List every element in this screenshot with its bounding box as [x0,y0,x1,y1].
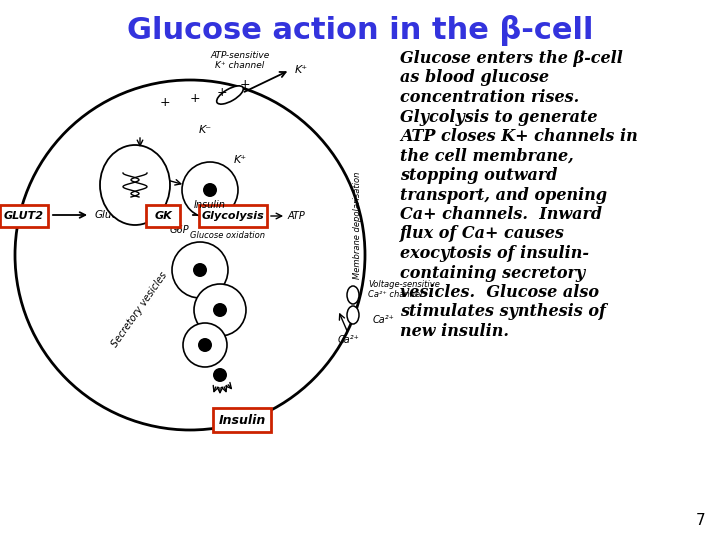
Ellipse shape [347,306,359,324]
Text: as blood glucose: as blood glucose [400,70,549,86]
Text: Ca²⁺: Ca²⁺ [337,335,359,345]
Text: Glucose: Glucose [0,210,1,220]
Text: Glycolysis: Glycolysis [202,211,264,221]
Text: +: + [217,85,228,98]
Text: Glucose oxidation: Glucose oxidation [191,231,266,240]
FancyBboxPatch shape [146,205,180,227]
Text: K⁺: K⁺ [233,155,246,165]
Text: exocytosis of insulin-: exocytosis of insulin- [400,245,589,262]
Circle shape [213,303,227,317]
Text: new insulin.: new insulin. [400,323,509,340]
Text: vesicles.  Glucose also: vesicles. Glucose also [400,284,599,301]
Text: Insulin: Insulin [218,414,266,427]
Text: Secretory vesicles: Secretory vesicles [110,271,170,349]
Text: GLUT2: GLUT2 [4,211,44,221]
Text: GK: GK [154,211,172,221]
Circle shape [198,338,212,352]
Text: +: + [160,96,171,109]
Circle shape [194,284,246,336]
Text: G6P: G6P [170,225,189,235]
Circle shape [183,323,227,367]
Circle shape [172,242,228,298]
Text: ATP: ATP [288,211,306,221]
Ellipse shape [100,145,170,225]
Text: Glycolysis to generate: Glycolysis to generate [400,109,598,125]
FancyBboxPatch shape [199,205,267,227]
Text: K⁻: K⁻ [199,125,212,135]
Text: concentration rises.: concentration rises. [400,89,580,106]
Text: Ca²⁺: Ca²⁺ [373,315,395,325]
Text: containing secretory: containing secretory [400,265,585,281]
Text: ATP closes K+ channels in: ATP closes K+ channels in [400,128,638,145]
Text: the cell membrane,: the cell membrane, [400,147,574,165]
Text: Membrane depolarisation: Membrane depolarisation [353,171,361,279]
Text: transport, and opening: transport, and opening [400,186,607,204]
Text: Glucose enters the β-cell: Glucose enters the β-cell [400,50,623,67]
Circle shape [193,263,207,277]
Text: Glucose action in the β-cell: Glucose action in the β-cell [127,15,593,46]
FancyBboxPatch shape [213,408,271,432]
Text: +: + [189,91,200,105]
Ellipse shape [217,86,243,104]
Circle shape [213,368,227,382]
Ellipse shape [347,286,359,304]
Text: stopping outward: stopping outward [400,167,557,184]
Text: K⁺: K⁺ [295,65,308,75]
Text: Voltage-sensitive
Ca²⁺ channel: Voltage-sensitive Ca²⁺ channel [368,280,440,299]
Text: 7: 7 [696,513,705,528]
Text: Insulin: Insulin [194,200,226,210]
Text: ATP-sensitive
K⁺ channel: ATP-sensitive K⁺ channel [210,51,269,70]
Text: flux of Ca+ causes: flux of Ca+ causes [400,226,565,242]
Circle shape [203,183,217,197]
Circle shape [182,162,238,218]
Text: Glucose: Glucose [95,210,136,220]
Text: stimulates synthesis of: stimulates synthesis of [400,303,606,321]
FancyBboxPatch shape [0,205,48,227]
Text: +: + [240,78,251,91]
Text: Ca+ channels.  Inward: Ca+ channels. Inward [400,206,602,223]
